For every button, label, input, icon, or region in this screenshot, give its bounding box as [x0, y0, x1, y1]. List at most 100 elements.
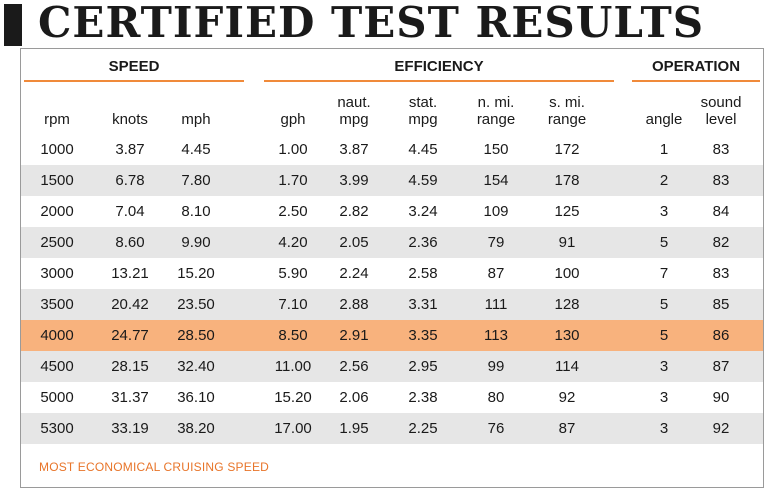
cell-smi-range: 100: [554, 265, 580, 282]
cell-mph: 8.10: [181, 203, 211, 220]
cell-nmi-range: 111: [484, 296, 508, 313]
table-row: 4500 28.15 32.40 11.00 2.56 2.95 99 114 3 87: [21, 351, 763, 382]
cell-stat-mpg: 3.35: [408, 327, 438, 344]
cell-gph: 2.50: [278, 203, 308, 220]
cell-sound: 85: [712, 296, 730, 313]
cell-smi-range: 92: [558, 389, 576, 406]
cell-angle: 5: [659, 296, 669, 313]
cell-gph: 8.50: [278, 327, 308, 344]
cell-smi-range: 125: [554, 203, 580, 220]
cell-nmi-range: 150: [483, 141, 509, 158]
cell-sound: 90: [712, 389, 730, 406]
table-row: 1000 3.87 4.45 1.00 3.87 4.45 150 172 1 83: [21, 134, 763, 165]
cell-mph: 7.80: [181, 172, 211, 189]
cell-stat-mpg: 4.59: [408, 172, 438, 189]
cell-naut-mpg: 2.88: [339, 296, 369, 313]
group-header-speed: SPEED: [24, 58, 244, 82]
cell-naut-mpg: 2.56: [339, 358, 369, 375]
cell-naut-mpg: 2.05: [339, 234, 369, 251]
cell-angle: 1: [659, 141, 669, 158]
cell-naut-mpg: 3.87: [339, 141, 369, 158]
table-row: 3000 13.21 15.20 5.90 2.24 2.58 87 100 7 83: [21, 258, 763, 289]
cell-mph: 28.50: [177, 327, 215, 344]
cell-naut-mpg: 2.82: [339, 203, 369, 220]
cell-angle: 3: [659, 203, 669, 220]
cell-nmi-range: 80: [487, 389, 505, 406]
cell-mph: 32.40: [177, 358, 215, 375]
cell-stat-mpg: 2.58: [408, 265, 438, 282]
cell-rpm: 3500: [40, 296, 74, 313]
cell-sound: 87: [712, 358, 730, 375]
cell-rpm: 1000: [40, 141, 74, 158]
cell-mph: 4.45: [181, 141, 211, 158]
cell-mph: 38.20: [177, 420, 215, 437]
cell-nmi-range: 109: [483, 203, 509, 220]
cell-rpm: 5000: [40, 389, 74, 406]
cell-angle: 5: [659, 234, 669, 251]
cell-smi-range: 128: [554, 296, 580, 313]
cell-knots: 3.87: [115, 141, 145, 158]
cell-smi-range: 91: [558, 234, 576, 251]
group-label-efficiency: EFFICIENCY: [394, 58, 484, 75]
page-title: CERTIFIED TEST RESULTS: [38, 0, 705, 47]
table-row-highlighted: 4000 24.77 28.50 8.50 2.91 3.35 113 130 5 86: [21, 320, 763, 351]
cell-knots: 6.78: [115, 172, 145, 189]
cell-smi-range: 178: [554, 172, 580, 189]
cell-sound: 86: [712, 327, 730, 344]
cell-stat-mpg: 2.95: [408, 358, 438, 375]
column-header-mph: mph: [181, 111, 211, 128]
cell-knots: 24.77: [111, 327, 149, 344]
cell-rpm: 1500: [40, 172, 74, 189]
cell-knots: 33.19: [111, 420, 149, 437]
column-header-stat-mpg: stat. mpg: [408, 94, 438, 128]
column-header-smi-range: s. mi. range: [547, 94, 587, 128]
cell-sound: 83: [712, 265, 730, 282]
cell-nmi-range: 99: [487, 358, 505, 375]
group-label-speed: SPEED: [108, 58, 160, 75]
cell-sound: 84: [712, 203, 730, 220]
cell-stat-mpg: 4.45: [408, 141, 438, 158]
table-row: 5300 33.19 38.20 17.00 1.95 2.25 76 87 3 92: [21, 413, 763, 444]
cell-sound: 83: [712, 141, 730, 158]
column-header-knots: knots: [112, 111, 148, 128]
group-rule-operation: [632, 80, 760, 82]
cell-rpm: 4500: [40, 358, 74, 375]
cell-angle: 5: [659, 327, 669, 344]
group-rule-speed: [24, 80, 244, 82]
highlight-note: MOST ECONOMICAL CRUISING SPEED: [39, 460, 270, 474]
cell-angle: 2: [659, 172, 669, 189]
title-accent-bar: [4, 4, 22, 46]
cell-gph: 1.70: [278, 172, 308, 189]
column-header-rpm: rpm: [44, 111, 70, 128]
cell-knots: 28.15: [111, 358, 149, 375]
cell-angle: 7: [659, 265, 669, 282]
cell-sound: 83: [712, 172, 730, 189]
cell-mph: 15.20: [177, 265, 215, 282]
cell-mph: 23.50: [177, 296, 215, 313]
column-header-nmi-range: n. mi. range: [476, 94, 516, 128]
cell-rpm: 3000: [40, 265, 74, 282]
cell-smi-range: 87: [558, 420, 576, 437]
cell-naut-mpg: 2.91: [339, 327, 369, 344]
cell-gph: 4.20: [278, 234, 308, 251]
cell-stat-mpg: 2.25: [408, 420, 438, 437]
group-header-operation: OPERATION: [632, 58, 760, 82]
cell-rpm: 2500: [40, 234, 74, 251]
table-row: 5000 31.37 36.10 15.20 2.06 2.38 80 92 3 90: [21, 382, 763, 413]
cell-nmi-range: 79: [487, 234, 505, 251]
cell-stat-mpg: 2.38: [408, 389, 438, 406]
cell-rpm: 4000: [40, 327, 74, 344]
table-row: 1500 6.78 7.80 1.70 3.99 4.59 154 178 2 83: [21, 165, 763, 196]
cell-smi-range: 114: [555, 358, 579, 375]
cell-nmi-range: 76: [487, 420, 505, 437]
cell-gph: 15.20: [274, 389, 312, 406]
cell-mph: 36.10: [177, 389, 215, 406]
cell-sound: 82: [712, 234, 730, 251]
group-header-efficiency: EFFICIENCY: [264, 58, 614, 82]
cell-rpm: 2000: [40, 203, 74, 220]
cell-gph: 11.00: [274, 358, 312, 375]
cell-knots: 13.21: [111, 265, 149, 282]
cell-naut-mpg: 2.06: [339, 389, 369, 406]
cell-smi-range: 130: [554, 327, 580, 344]
column-header-gph: gph: [280, 111, 306, 128]
